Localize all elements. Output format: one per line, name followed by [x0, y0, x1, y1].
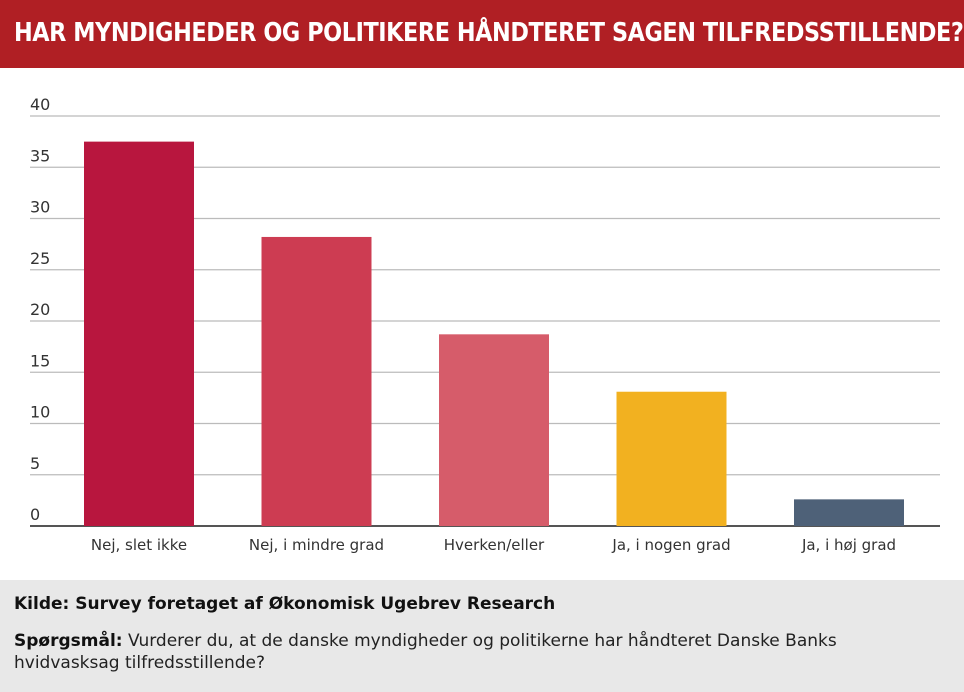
chart-title: HAR MYNDIGHEDER OG POLITIKERE HÅNDTERET … — [14, 18, 964, 48]
x-tick-label: Nej, slet ikke — [91, 536, 187, 554]
x-tick-label: Hverken/eller — [444, 536, 545, 554]
bar — [84, 141, 194, 526]
footer: Kilde: Survey foretaget af Økonomisk Uge… — [0, 580, 964, 692]
x-axis-labels: Nej, slet ikke Nej, i mindre grad Hverken/… — [91, 536, 896, 554]
source-note: Kilde: Survey foretaget af Økonomisk Uge… — [14, 594, 556, 614]
bar-chart: 0 5 10 15 20 25 30 35 40 Nej, slet ikke Nej, i mi… — [30, 95, 940, 554]
y-tick-label: 35 — [30, 146, 50, 165]
bar — [794, 499, 904, 526]
bar — [261, 236, 372, 526]
y-tick-label: 20 — [30, 300, 50, 319]
y-tick-label: 5 — [30, 454, 40, 473]
question-label: Spørgsmål: — [14, 631, 123, 651]
y-tick-label: 40 — [30, 95, 50, 114]
y-axis-ticks: 0 5 10 15 20 25 30 35 40 — [30, 95, 50, 524]
y-tick-label: 10 — [30, 403, 50, 422]
x-tick-label: Ja, i høj grad — [801, 536, 896, 554]
bar — [616, 391, 727, 526]
y-tick-label: 25 — [30, 249, 50, 268]
question-text: Vurderer du, at de danske myndigheder og… — [14, 631, 837, 673]
y-tick-label: 30 — [30, 198, 50, 217]
x-tick-label: Nej, i mindre grad — [249, 536, 384, 554]
x-tick-label: Ja, i nogen grad — [611, 536, 730, 554]
question-note: Spørgsmål: Vurderer du, at de danske myn… — [14, 630, 944, 674]
y-tick-label: 15 — [30, 351, 50, 370]
y-tick-label: 0 — [30, 505, 40, 524]
bars — [84, 141, 904, 526]
bar — [439, 334, 549, 526]
title-bar: HAR MYNDIGHEDER OG POLITIKERE HÅNDTERET … — [0, 0, 964, 68]
